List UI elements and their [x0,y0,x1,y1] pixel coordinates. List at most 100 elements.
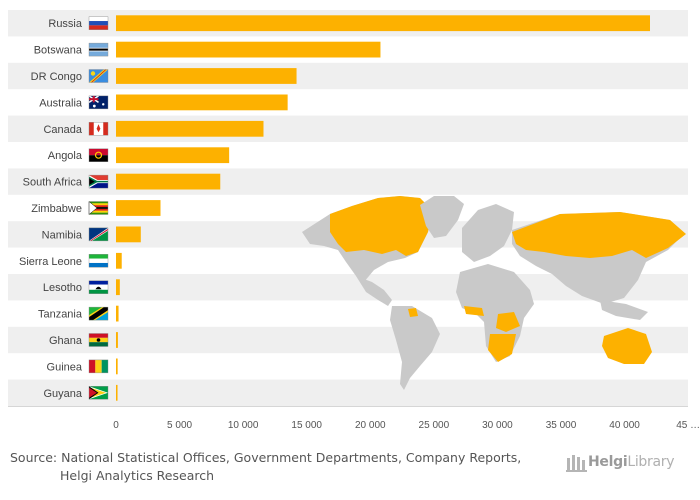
category-label-botswana: Botswana [34,45,83,57]
flag-triangle [89,387,97,398]
flag-stripe [89,207,108,209]
bar-guyana [116,384,118,401]
x-tick-label: 40 000 [609,420,640,431]
bar-guinea [116,358,118,375]
flag-border [88,148,109,162]
map-russia [512,212,686,258]
flag-guinea [88,359,109,374]
flag-star [90,71,96,76]
flag-star [102,103,105,106]
bar-lesotho [116,279,120,296]
category-label-guinea: Guinea [47,361,83,373]
bar-namibia [116,226,141,243]
flag-pall [89,176,108,187]
flag-zimbabwe [88,200,109,216]
category-label-angola: Angola [48,150,83,162]
flag-stripe [101,359,108,373]
flag-leaf [96,124,101,133]
flag-stripe [89,205,108,208]
flag-border [88,359,109,374]
category-label-dr-congo: DR Congo [31,71,82,83]
map-west-africa [464,306,484,316]
bar-chart: Russia Botswana DR Congo Australia Canada Ang… [8,10,700,431]
bar-russia [116,15,650,32]
bar-canada [116,120,264,137]
category-label-ghana: Ghana [49,335,83,347]
flag-stripe [89,208,108,211]
flag-stripe [89,48,108,51]
flag-namibia [88,227,109,242]
flag-australia [88,95,109,110]
x-tick-label: 35 000 [546,420,577,431]
category-labels: Russia Botswana DR Congo Australia Canada Ang… [19,18,83,400]
flag-stripe [89,25,108,30]
row-background [8,62,688,90]
x-tick-label: 20 000 [355,420,386,431]
map-guyana [408,308,418,317]
flag-stripe [89,16,108,22]
flag-star [96,338,101,342]
flag-border [88,174,109,189]
source-note: Source: National Statistical Offices, Go… [10,449,550,485]
map-greenland [420,196,464,238]
flag-band [89,228,108,241]
x-tick-label: 25 000 [419,420,450,431]
flag-border [88,227,109,242]
flag-border [88,42,109,57]
flag-border [88,69,109,83]
flag-stripe [89,21,108,26]
flag-star [92,104,96,108]
brand-name: HelgiLibrary [588,454,675,470]
map-central-africa [496,312,520,332]
map-southeast-asia [600,300,648,320]
x-tick-label: 15 000 [291,420,322,431]
source-line-2: Helgi Analytics Research [60,468,215,483]
bar-ghana [116,332,118,348]
flag-stripe [89,175,108,182]
flag-diagonal [90,69,107,83]
category-label-guyana: Guyana [43,388,82,400]
brand-name-part1: Helgi [588,454,628,470]
flag-lesotho [88,280,109,294]
flag-russia [88,16,109,30]
flag-stripe [95,359,102,373]
source-line-1: Source: National Statistical Offices, Go… [10,450,522,465]
brand-name-part2: Library [627,454,675,470]
bar-tanzania [116,305,119,322]
world-map [302,196,686,390]
flag-stripe [89,203,108,206]
category-label-namibia: Namibia [42,229,83,241]
flag-stripe [89,258,108,263]
row-background [8,168,688,195]
flag-stripe [89,359,96,373]
flag-border [88,280,109,294]
flag-angola [88,148,109,162]
map-south-america [390,306,440,390]
category-label-zimbabwe: Zimbabwe [31,203,82,215]
library-icon [566,455,587,472]
category-label-sierra-leone: Sierra Leone [19,256,82,268]
flag-band [89,227,108,241]
flag-triangle [89,178,95,186]
flag-stripe [89,342,108,347]
helgi-library-logo: HelgiLibrary [566,450,675,474]
flag-border [88,201,109,215]
x-axis: 0 5 000 10 000 15 000 20 000 25 000 30 000 35 0… [8,406,700,431]
bar-angola [116,147,230,164]
flags [88,16,109,400]
flag-stripe [89,201,108,204]
bars [116,15,650,401]
category-label-tanzania: Tanzania [38,309,83,321]
bar-botswana [116,41,381,58]
category-label-south-africa: South Africa [23,177,83,189]
row-background [8,115,688,142]
row-background [8,379,688,406]
x-tick-label: 5 000 [167,420,192,431]
category-label-australia: Australia [39,97,83,109]
map-southern-africa [488,334,516,362]
bar-zimbabwe [116,200,161,216]
flag-ghana [88,333,109,347]
flag-stripe [89,254,108,259]
flag-guyana [88,386,109,400]
row-background [8,326,688,354]
